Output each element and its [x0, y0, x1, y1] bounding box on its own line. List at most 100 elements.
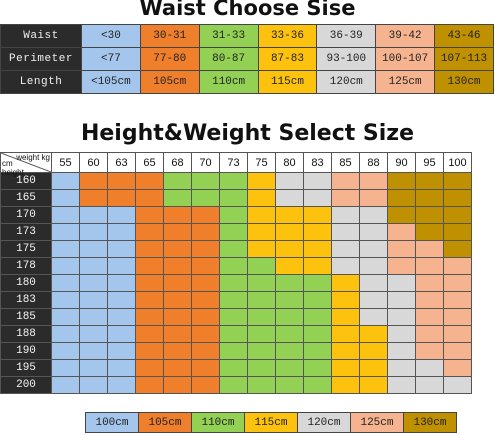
waist-table: Waist <30 30-31 31-33 33-36 36-39 39-42 43-46 Pe…	[0, 24, 494, 94]
size-cell	[219, 257, 248, 275]
size-cell	[247, 359, 276, 377]
weight-header: 80	[275, 152, 304, 173]
size-cell	[443, 274, 472, 292]
size-cell	[331, 240, 360, 258]
legend-item: 125cm	[350, 412, 404, 433]
size-cell	[443, 291, 472, 309]
size-cell	[303, 172, 332, 190]
size-cell	[359, 308, 388, 326]
size-cell	[415, 359, 444, 377]
size-cell	[303, 359, 332, 377]
size-cell	[51, 308, 80, 326]
size-cell	[387, 223, 416, 241]
grid-row: 173	[0, 223, 472, 241]
waist-cell: 33-36	[257, 24, 318, 48]
waist-row: Waist <30 30-31 31-33 33-36 36-39 39-42 43-46	[0, 24, 494, 48]
size-cell	[79, 274, 108, 292]
size-cell	[219, 376, 248, 394]
size-cell	[247, 172, 276, 190]
size-cell	[415, 206, 444, 224]
size-cell	[443, 359, 472, 377]
size-cell	[331, 342, 360, 360]
size-cell	[415, 223, 444, 241]
size-cell	[303, 240, 332, 258]
size-cell	[247, 206, 276, 224]
size-cell	[275, 376, 304, 394]
size-cell	[191, 172, 220, 190]
weight-header: 83	[303, 152, 332, 173]
grid-row: 175	[0, 240, 472, 258]
size-cell	[163, 291, 192, 309]
waist-cell: 77-80	[139, 47, 200, 71]
size-cell	[303, 376, 332, 394]
size-cell	[107, 342, 136, 360]
size-cell	[415, 240, 444, 258]
size-cell	[275, 359, 304, 377]
size-cell	[275, 189, 304, 207]
size-cell	[443, 223, 472, 241]
grid-row: 183	[0, 291, 472, 309]
size-cell	[443, 325, 472, 343]
height-label: 200	[0, 376, 52, 394]
size-cell	[107, 223, 136, 241]
size-cell	[191, 206, 220, 224]
size-cell	[359, 223, 388, 241]
size-cell	[107, 257, 136, 275]
size-cell	[275, 308, 304, 326]
size-cell	[163, 189, 192, 207]
size-cell	[79, 240, 108, 258]
waist-cell: <30	[81, 24, 141, 48]
size-cell	[51, 376, 80, 394]
size-cell	[219, 308, 248, 326]
size-cell	[443, 189, 472, 207]
waist-cell: 120cm	[316, 70, 377, 94]
size-cell	[331, 257, 360, 275]
size-cell	[219, 172, 248, 190]
size-cell	[191, 274, 220, 292]
size-cell	[135, 308, 164, 326]
size-cell	[247, 291, 276, 309]
size-cell	[135, 172, 164, 190]
waist-cell: 36-39	[316, 24, 377, 48]
waist-cell: 43-46	[434, 24, 494, 48]
size-cell	[387, 291, 416, 309]
grid-row: 188	[0, 325, 472, 343]
waist-cell: 30-31	[139, 24, 200, 48]
waist-cell: 39-42	[375, 24, 436, 48]
size-cell	[415, 257, 444, 275]
size-cell	[387, 189, 416, 207]
size-cell	[331, 172, 360, 190]
size-cell	[163, 325, 192, 343]
waist-cell: 115cm	[257, 70, 318, 94]
size-cell	[387, 342, 416, 360]
size-cell	[51, 291, 80, 309]
size-cell	[247, 325, 276, 343]
size-grid: weight kg cm height 55 60 63 65 68 70 73 75 80 83 8…	[0, 152, 472, 394]
size-cell	[359, 342, 388, 360]
size-cell	[135, 206, 164, 224]
size-cell	[191, 223, 220, 241]
size-cell	[247, 308, 276, 326]
size-cell	[163, 359, 192, 377]
height-label: 160	[0, 172, 52, 190]
size-cell	[191, 257, 220, 275]
size-cell	[135, 274, 164, 292]
size-cell	[79, 172, 108, 190]
size-cell	[275, 172, 304, 190]
grid-row: 180	[0, 274, 472, 292]
weight-header: 100	[443, 152, 472, 173]
size-cell	[443, 308, 472, 326]
size-cell	[303, 274, 332, 292]
corner-weight-label: weight kg	[16, 153, 50, 162]
legend-item: 130cm	[403, 412, 457, 433]
size-cell	[387, 308, 416, 326]
size-cell	[359, 206, 388, 224]
waist-row: Length <105cm 105cm 110cm 115cm 120cm 125cm 130…	[0, 70, 494, 94]
size-cell	[79, 189, 108, 207]
size-cell	[135, 257, 164, 275]
size-cell	[135, 189, 164, 207]
size-cell	[51, 359, 80, 377]
size-cell	[359, 240, 388, 258]
size-cell	[443, 342, 472, 360]
weight-header: 73	[219, 152, 248, 173]
